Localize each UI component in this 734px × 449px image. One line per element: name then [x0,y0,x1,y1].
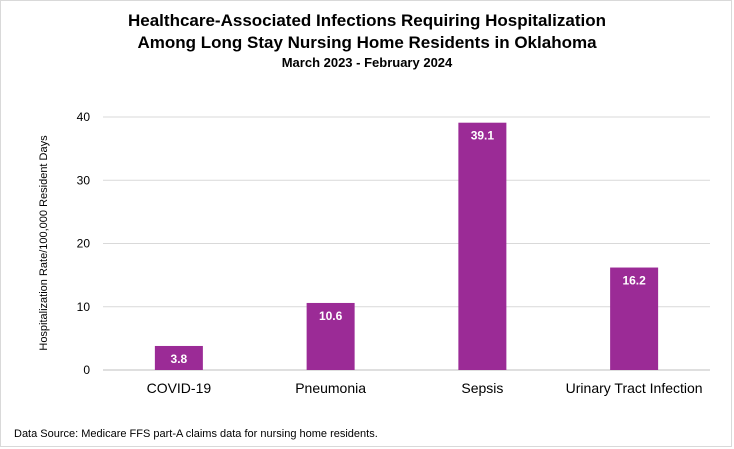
x-axis-labels: COVID-19 Pneumonia Sepsis Urinary Tract Inf… [147,380,703,396]
x-category-label: Pneumonia [295,380,366,396]
bar [610,267,659,370]
chart-subtitle: March 2023 - February 2024 [281,55,453,70]
bar-value-label: 39.1 [471,129,495,143]
y-tick-label: 40 [77,110,91,124]
bar [154,345,203,370]
bar-value-label: 3.8 [171,352,188,366]
y-tick-label: 30 [77,173,91,187]
chart-title-line-2: Among Long Stay Nursing Home Residents i… [137,33,597,52]
x-category-label: Urinary Tract Infection [566,380,703,396]
chart-title-line-1: Healthcare-Associated Infections Requiri… [128,11,606,30]
value-labels: 3.8 10.6 39.1 16.2 [171,129,647,366]
gridlines [103,116,710,371]
bars [154,122,659,370]
y-tick-label: 10 [77,300,91,314]
bar-value-label: 10.6 [319,309,343,323]
y-axis-ticks: 0 10 20 30 40 [77,110,91,377]
x-category-label: COVID-19 [147,380,212,396]
x-category-label: Sepsis [461,380,503,396]
y-tick-label: 0 [83,363,90,377]
bar [458,122,507,370]
y-tick-label: 20 [77,237,91,251]
bar-value-label: 16.2 [622,274,646,288]
y-axis-label: Hospitalization Rate/100,000 Resident Da… [38,135,50,351]
data-source-note: Data Source: Medicare FFS part-A claims … [14,428,378,440]
bar [306,302,355,370]
